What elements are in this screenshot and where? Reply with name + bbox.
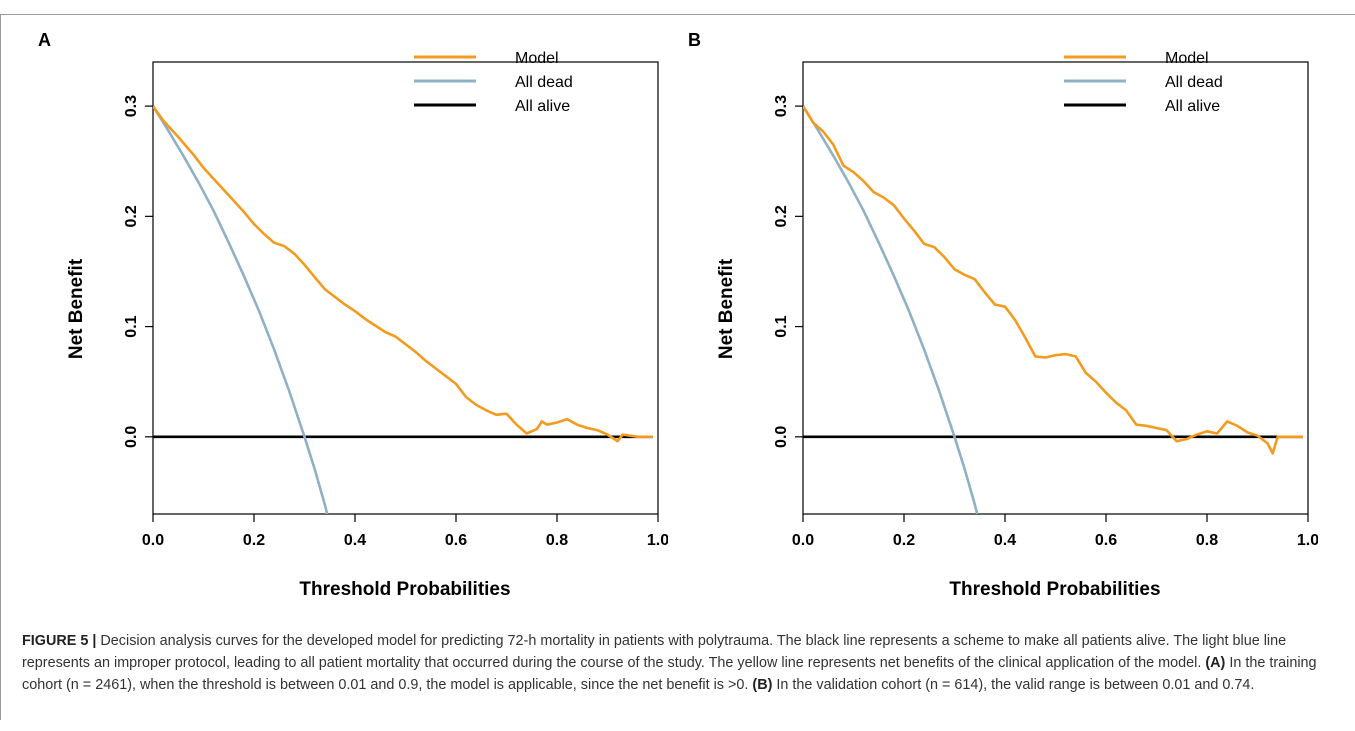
y-tick-label: 0.3	[123, 95, 140, 117]
caption-b-label: (B)	[752, 677, 773, 693]
series-line-all-dead	[803, 105, 979, 514]
caption-text: Decision analysis curves for the develop…	[22, 633, 1287, 671]
y-axis-title: Net Benefit	[716, 258, 737, 359]
x-tick-label: 0.8	[546, 532, 568, 549]
legend-all-alive-label: All alive	[515, 98, 570, 115]
caption-label: FIGURE 5 |	[22, 633, 97, 649]
legend-all-alive-label: All alive	[1165, 98, 1220, 115]
plot-frame	[802, 61, 1309, 515]
x-tick-label: 0.6	[445, 532, 467, 549]
figure-frame-left	[0, 14, 1, 720]
figure-caption: FIGURE 5 | Decision analysis curves for …	[22, 630, 1340, 696]
x-tick-label: 0.0	[142, 532, 164, 549]
x-axis-title: Threshold Probabilities	[949, 579, 1160, 600]
y-tick-label: 0.2	[773, 205, 790, 227]
x-tick-label: 0.4	[994, 532, 1016, 549]
legend-model-label: Model	[515, 50, 559, 67]
panel-letter: A	[38, 30, 51, 50]
legend-all-dead-label: All dead	[1165, 74, 1223, 91]
y-tick-label: 0.0	[123, 426, 140, 448]
panel-letter: B	[688, 30, 701, 50]
legend: Model All dead All alive	[414, 50, 573, 115]
panel-a-chart: A 0.0 0.2 0.4 0.6 0.8 1.0 0.0 0.1 0.2 0.3 Model A…	[38, 30, 668, 600]
y-tick-label: 0.2	[123, 205, 140, 227]
caption-a-text: In the training cohort (n = 2461), when …	[22, 655, 1317, 693]
x-tick-label: 1.0	[1297, 532, 1318, 549]
chart-marks	[802, 61, 1309, 515]
y-axis-title: Net Benefit	[66, 258, 87, 359]
x-tick-label: 0.2	[893, 532, 915, 549]
panel-b-chart: B 0.0 0.2 0.4 0.6 0.8 1.0 0.0 0.1 0.2 0.3 Model A…	[688, 30, 1318, 600]
chart-marks	[152, 61, 659, 515]
caption-b-text: In the validation cohort (n = 614), the …	[776, 677, 1255, 693]
series-line-all-dead	[153, 105, 329, 514]
x-tick-label: 1.0	[647, 532, 668, 549]
tick-labels: 0.0 0.2 0.4 0.6 0.8 1.0 0.0 0.1 0.2 0.3	[773, 95, 1318, 549]
x-tick-label: 0.4	[344, 532, 366, 549]
caption-a-label: (A)	[1205, 655, 1226, 671]
x-tick-label: 0.8	[1196, 532, 1218, 549]
y-tick-label: 0.1	[773, 315, 790, 337]
tick-labels: 0.0 0.2 0.4 0.6 0.8 1.0 0.0 0.1 0.2 0.3	[123, 95, 668, 549]
y-tick-label: 0.1	[123, 315, 140, 337]
x-tick-label: 0.0	[792, 532, 814, 549]
x-tick-label: 0.6	[1095, 532, 1117, 549]
y-tick-label: 0.0	[773, 426, 790, 448]
legend-model-label: Model	[1165, 50, 1209, 67]
plot-frame	[152, 61, 659, 515]
series-line-model	[153, 105, 653, 443]
x-axis-title: Threshold Probabilities	[299, 579, 510, 600]
x-tick-label: 0.2	[243, 532, 265, 549]
figure-frame-top	[0, 14, 1355, 15]
series-line-model	[803, 105, 1303, 455]
legend: Model All dead All alive	[1064, 50, 1223, 115]
y-tick-label: 0.3	[773, 95, 790, 117]
legend-all-dead-label: All dead	[515, 74, 573, 91]
